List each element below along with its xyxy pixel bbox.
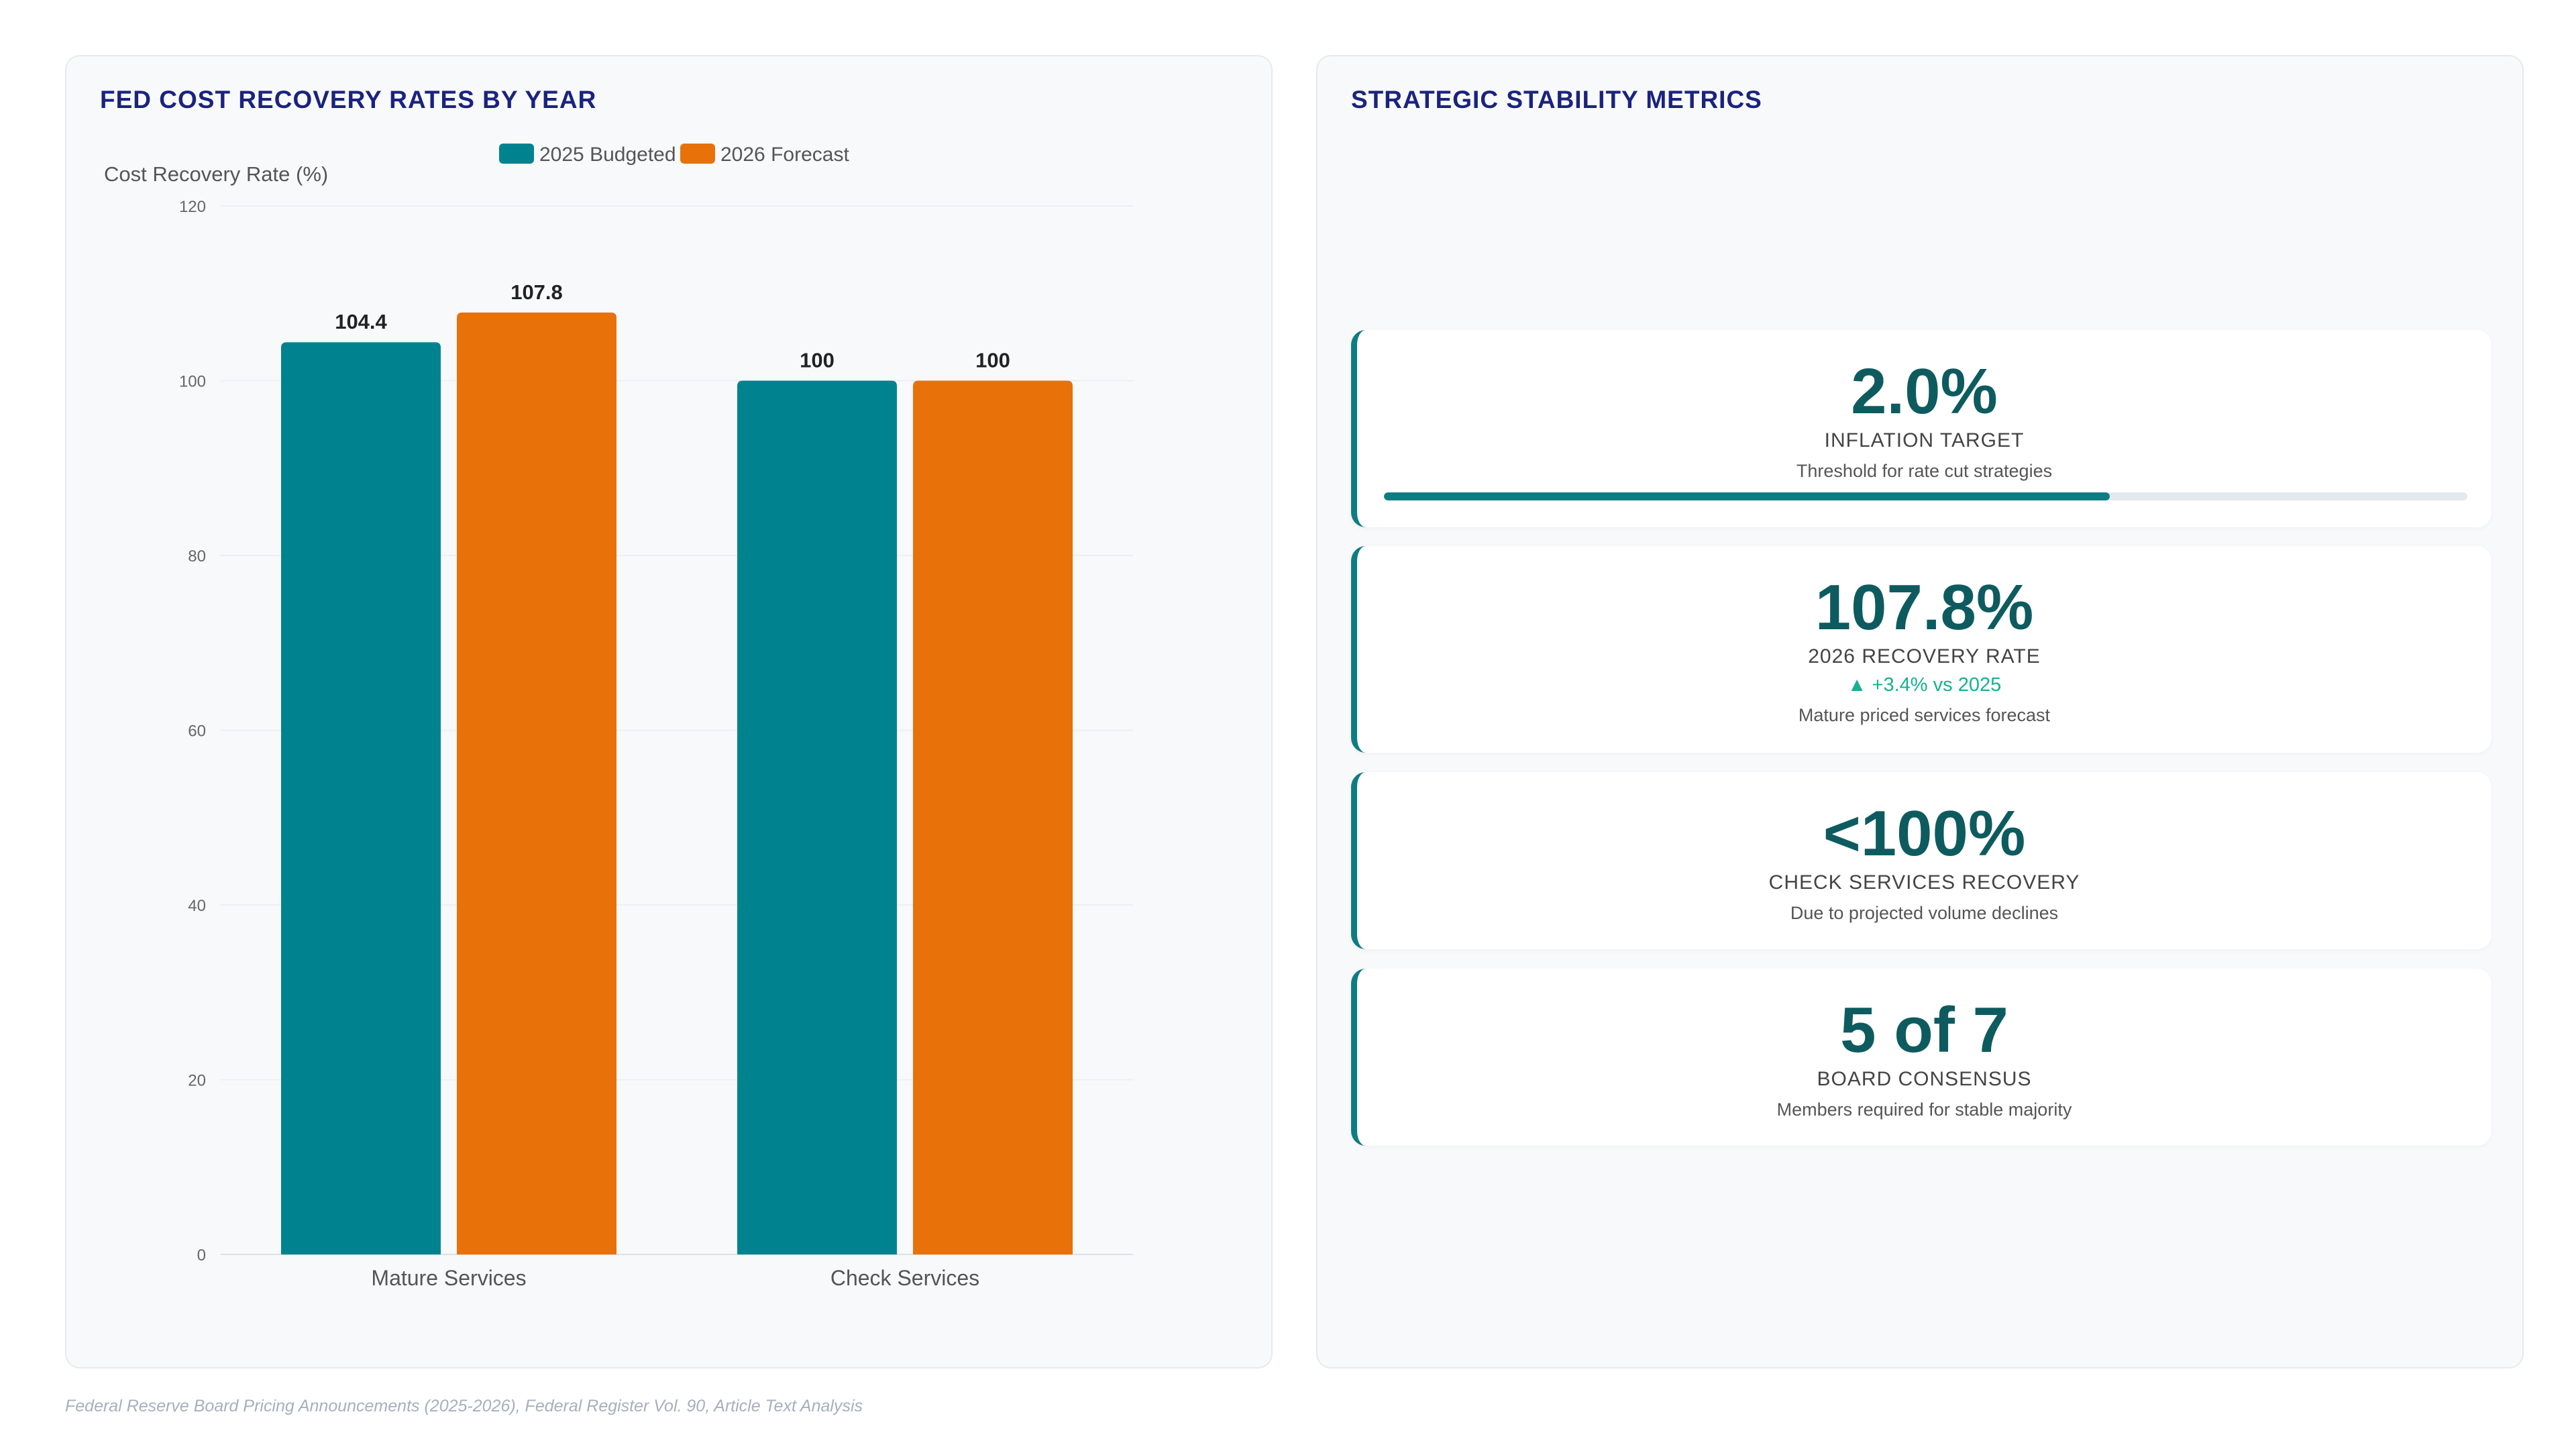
metric-delta: ▲ +3.4% vs 2025 <box>1847 674 2002 696</box>
metric-label: INFLATION TARGET <box>1824 429 2025 451</box>
metric-subtext: Threshold for rate cut strategies <box>1796 461 2053 481</box>
inflation-progress-bar <box>1384 492 2467 500</box>
metric-card-recovery-rate: 107.8% 2026 RECOVERY RATE ▲ +3.4% vs 202… <box>1351 546 2491 753</box>
legend-label: 2025 Budgeted <box>539 144 676 166</box>
metric-subtext: Mature priced services forecast <box>1798 705 2051 725</box>
metric-subtext: Due to projected volume declines <box>1790 903 2059 923</box>
metric-value: <100% <box>1823 798 2026 869</box>
source-note: Federal Reserve Board Pricing Announceme… <box>65 1397 863 1415</box>
legend-swatch <box>499 144 534 164</box>
metric-value: 107.8% <box>1815 572 2034 643</box>
metric-card-check-services: <100% CHECK SERVICES RECOVERY Due to pro… <box>1351 772 2491 949</box>
data-label: 104.4 <box>335 310 387 333</box>
bar <box>913 380 1073 1254</box>
data-label: 107.8 <box>511 280 563 304</box>
y-tick-label: 80 <box>188 547 206 566</box>
metric-label: 2026 RECOVERY RATE <box>1808 645 2041 667</box>
metrics-panel: STRATEGIC STABILITY METRICS 2.0% INFLATI… <box>1316 55 2524 1368</box>
chart-panel: FED COST RECOVERY RATES BY YEAR 0 20 40 60 8… <box>65 55 1273 1368</box>
metric-card-inflation-target: 2.0% INFLATION TARGET Threshold for rate… <box>1351 330 2491 527</box>
y-tick-label: 40 <box>188 897 206 915</box>
bar <box>457 312 616 1254</box>
data-label: 100 <box>800 349 835 372</box>
inflation-progress-fill <box>1384 492 2110 500</box>
metric-value: 5 of 7 <box>1840 994 2008 1066</box>
bar <box>737 380 897 1254</box>
metric-card-board-consensus: 5 of 7 BOARD CONSENSUS Members required … <box>1351 969 2491 1146</box>
x-tick-label: Check Services <box>830 1266 979 1290</box>
y-axis-label: Cost Recovery Rate (%) <box>104 162 328 186</box>
y-tick-label: 20 <box>188 1072 206 1090</box>
legend-swatch <box>680 144 715 164</box>
chart-panel-title: FED COST RECOVERY RATES BY YEAR <box>100 86 597 113</box>
y-tick-label: 0 <box>197 1246 206 1265</box>
metric-value: 2.0% <box>1851 356 1998 427</box>
bar <box>281 342 441 1255</box>
y-tick-label: 60 <box>188 722 206 741</box>
metrics-panel-title: STRATEGIC STABILITY METRICS <box>1351 86 1762 113</box>
y-tick-label: 120 <box>179 198 206 216</box>
bar-chart: 0 20 40 60 80 100 120 Cost Recovery Rate (%) 202… <box>104 144 1133 1290</box>
legend-label: 2026 Forecast <box>720 144 849 166</box>
metric-label: BOARD CONSENSUS <box>1817 1068 2032 1090</box>
data-label: 100 <box>975 349 1010 372</box>
metric-label: CHECK SERVICES RECOVERY <box>1768 871 2080 894</box>
y-tick-label: 100 <box>179 373 206 391</box>
x-tick-label: Mature Services <box>371 1266 526 1290</box>
metric-subtext: Members required for stable majority <box>1776 1099 2072 1120</box>
